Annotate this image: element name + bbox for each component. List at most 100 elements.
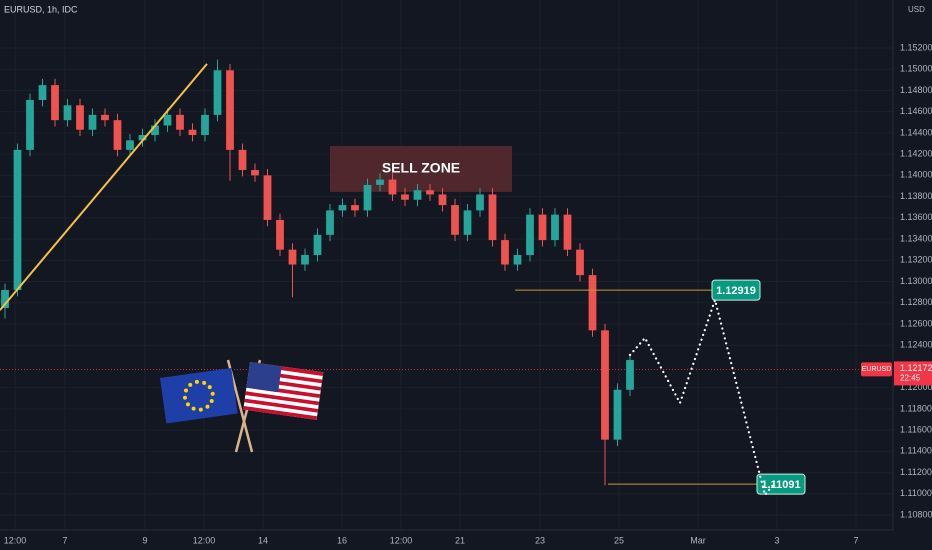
x-tick-label: Mar	[690, 535, 706, 545]
eu-flag	[160, 367, 238, 424]
candle-body	[438, 194, 447, 206]
x-tick-label: 3	[774, 535, 779, 545]
x-tick-label: 9	[142, 535, 147, 545]
candle-body	[226, 70, 234, 150]
candle-body	[526, 214, 534, 255]
x-tick-label: 7	[853, 535, 858, 545]
candle-body	[288, 249, 297, 265]
sell-zone-label: SELL ZONE	[382, 160, 460, 176]
candle-body	[513, 254, 522, 265]
candle-body	[451, 205, 459, 235]
candle-body	[238, 149, 247, 171]
candle-body	[88, 114, 97, 130]
x-tick-label: 23	[535, 535, 545, 545]
y-tick-label: 1.12800	[900, 297, 932, 307]
candle-body	[613, 389, 622, 440]
candle-body	[176, 114, 184, 130]
marks: 1.12919 1.11091 SELL ZONE	[0, 59, 893, 498]
y-tick-label: 1.13200	[900, 255, 932, 265]
candle-body	[301, 254, 309, 265]
y-tick-label: 1.11800	[900, 403, 932, 413]
candle-body	[576, 249, 584, 276]
y-tick-label: 1.14200	[900, 149, 932, 159]
x-tick-label: 25	[614, 535, 624, 545]
y-tick-label: 1.15200	[900, 42, 932, 52]
candle-body	[126, 140, 134, 150]
sell-zone	[330, 145, 512, 192]
candle-body	[163, 114, 172, 126]
candle-body	[63, 105, 72, 121]
x-tick-label: 12:00	[4, 535, 27, 545]
candle-body	[13, 149, 22, 290]
candle-body	[426, 190, 434, 195]
candle-body	[263, 175, 272, 220]
chart-title: EURUSD, 1h, IDC	[4, 4, 78, 14]
candle-body	[588, 275, 597, 331]
y-tick-label: 1.14000	[900, 170, 932, 180]
candle-body	[388, 179, 397, 195]
y-tick-label: 1.12000	[900, 382, 932, 392]
candle-body	[538, 214, 547, 241]
candle-body	[476, 194, 484, 211]
y-tick-label: 1.11600	[900, 424, 932, 434]
currency-label: USD	[908, 5, 925, 14]
candle-body	[488, 194, 497, 241]
candle-body	[113, 120, 122, 150]
candle-body	[401, 194, 409, 200]
y-tick-label: 1.12600	[900, 318, 932, 328]
candle-body	[351, 205, 359, 211]
grid	[0, 0, 893, 530]
y-tick-label: 1.11000	[900, 488, 932, 498]
price-tag-countdown: 22:45	[900, 374, 921, 383]
level-label: 1.11091	[761, 479, 800, 491]
candle-body	[313, 234, 322, 255]
candle-body	[626, 360, 634, 390]
projection-path	[628, 296, 775, 498]
candle-body	[326, 210, 334, 235]
candle-body	[76, 105, 84, 130]
candle-body	[151, 125, 159, 136]
candle-body	[413, 190, 422, 200]
x-tick-label: 16	[337, 535, 347, 545]
candle-body	[601, 330, 609, 440]
trendline	[0, 63, 208, 311]
candle-body	[338, 205, 347, 211]
y-tick-label: 1.13800	[900, 191, 932, 201]
candle-body	[276, 219, 284, 250]
x-tick-label: 7	[62, 535, 67, 545]
us-flag	[243, 362, 324, 420]
candle-body	[501, 240, 509, 265]
y-tick-label: 1.12400	[900, 340, 932, 350]
x-tick-label: 14	[258, 535, 268, 545]
level-label: 1.12919	[716, 285, 756, 297]
axes: 1.10800 1.11000 1.11200 1.11400 1.11600 1.118…	[4, 42, 932, 545]
candle-body	[463, 210, 472, 235]
candle-body	[251, 170, 259, 176]
candle-body	[26, 99, 34, 150]
y-tick-label: 1.14400	[900, 127, 932, 137]
candle-body	[188, 129, 197, 136]
candle-body	[563, 214, 572, 250]
y-tick-label: 1.11400	[900, 446, 932, 456]
price-tag	[894, 361, 932, 386]
x-tick-label: 12:00	[193, 535, 216, 545]
x-tick-label: 12:00	[390, 535, 413, 545]
candle-body	[1, 289, 9, 309]
flags	[160, 359, 324, 453]
candle-body	[101, 114, 109, 121]
candle-body	[363, 184, 372, 211]
x-tick-label: 21	[455, 535, 465, 545]
candle-body	[38, 85, 47, 100]
candle-body	[51, 85, 59, 121]
y-tick-label: 1.14800	[900, 85, 932, 95]
candle-body	[551, 214, 559, 241]
level-tag	[711, 279, 761, 301]
y-tick-label: 1.10800	[900, 509, 932, 519]
symbol-label: EURUSD	[862, 366, 892, 373]
candle-body	[138, 135, 147, 141]
candle-body	[376, 179, 384, 185]
symbol-tag	[861, 362, 892, 377]
y-tick-label: 1.13400	[900, 233, 932, 243]
